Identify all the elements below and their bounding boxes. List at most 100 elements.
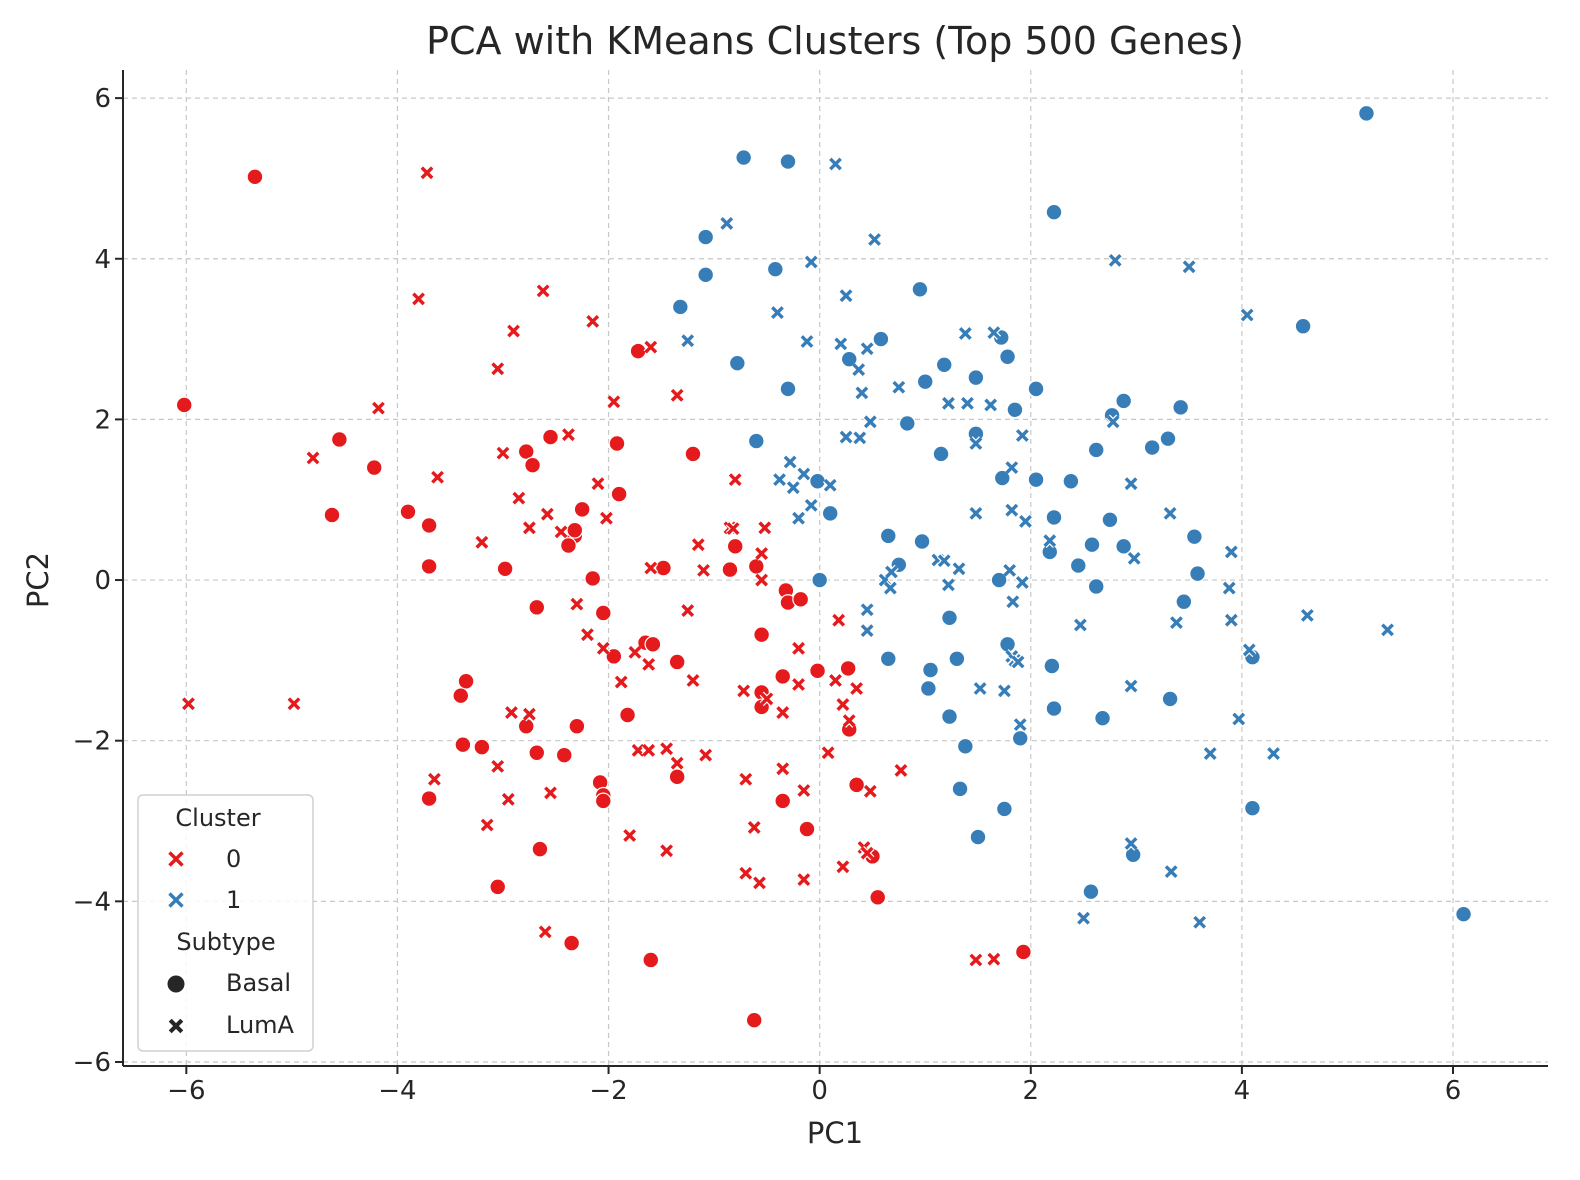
point-cluster-1-basal [932, 445, 950, 463]
point-cluster-0-luma [727, 472, 743, 487]
point-cluster-1-luma [770, 305, 785, 320]
point-cluster-1-luma [1005, 594, 1021, 609]
point-cluster-1-luma [951, 561, 967, 577]
point-cluster-1-basal [671, 298, 689, 316]
point-cluster-1-luma [960, 396, 975, 411]
point-cluster-1-basal [879, 650, 897, 668]
y-tick-label: −6 [73, 1048, 111, 1078]
point-cluster-0-luma [738, 771, 754, 787]
point-cluster-0-basal [175, 396, 193, 414]
point-cluster-1-basal [999, 635, 1016, 653]
point-cluster-1-luma [968, 506, 984, 521]
point-cluster-1-basal [879, 527, 897, 545]
point-cluster-0-basal [528, 744, 546, 762]
point-cluster-1-luma [997, 683, 1012, 699]
point-cluster-1-basal [728, 354, 746, 372]
point-cluster-0-luma [669, 388, 685, 403]
point-cluster-0-basal [792, 590, 810, 608]
point-cluster-0-basal [848, 776, 866, 794]
point-cluster-1-luma [786, 480, 801, 495]
point-cluster-0-basal [839, 660, 857, 677]
point-cluster-1-luma [1073, 617, 1088, 633]
legend: Cluster 0 1 Subtype Basal LumA [137, 794, 314, 1052]
point-cluster-1-basal [913, 533, 931, 550]
point-cluster-1-basal [809, 472, 826, 490]
point-cluster-0-luma [863, 784, 878, 799]
point-cluster-0-luma [522, 706, 537, 722]
point-cluster-0-luma [746, 820, 762, 835]
legend-item-cluster-1: 1 [167, 886, 241, 914]
point-cluster-0-basal [747, 557, 765, 575]
legend-label-basal: Basal [226, 969, 291, 997]
point-cluster-1-basal [995, 800, 1013, 818]
point-cluster-1-luma [852, 430, 868, 446]
point-cluster-1-luma [782, 454, 798, 470]
point-cluster-0-luma [495, 445, 511, 461]
y-tick-label: 0 [94, 566, 111, 596]
legend-marker-cluster-0 [167, 850, 185, 868]
legend-item-luma: LumA [167, 1011, 295, 1039]
point-cluster-1-basal [1455, 905, 1472, 923]
point-cluster-0-luma [622, 828, 637, 843]
point-cluster-0-basal [745, 1011, 763, 1029]
point-cluster-1-basal [1027, 380, 1045, 398]
x-tick-label: 6 [1445, 1076, 1462, 1106]
point-cluster-0-luma [599, 510, 614, 526]
point-cluster-1-luma [822, 478, 838, 493]
point-cluster-1-basal [1094, 709, 1111, 727]
point-cluster-1-luma [986, 325, 1002, 340]
legend-hue-title: Cluster [175, 804, 260, 832]
point-cluster-0-luma [736, 683, 751, 699]
point-cluster-1-basal [935, 356, 953, 374]
point-cluster-0-basal [457, 672, 475, 690]
point-cluster-0-luma [501, 792, 516, 807]
point-cluster-0-basal [668, 768, 686, 786]
point-cluster-0-basal [629, 342, 647, 360]
point-cluster-0-luma [535, 283, 551, 299]
point-cluster-0-basal [668, 653, 686, 671]
point-cluster-1-basal [1172, 398, 1190, 416]
legend-style-title: Subtype [176, 928, 275, 956]
point-cluster-0-luma [643, 560, 659, 576]
x-axis-label: PC1 [807, 1116, 863, 1150]
point-cluster-0-luma [796, 783, 812, 798]
point-cluster-1-luma [1123, 678, 1139, 694]
axes [115, 70, 1548, 1074]
point-cluster-1-luma [1231, 711, 1246, 727]
point-cluster-0-luma [427, 771, 442, 787]
point-cluster-1-basal [919, 680, 937, 697]
point-cluster-0-luma [474, 535, 490, 550]
point-cluster-0-luma [849, 681, 864, 696]
point-cluster-0-basal [473, 738, 491, 756]
point-cluster-0-luma [585, 314, 600, 329]
point-cluster-1-basal [697, 266, 715, 284]
point-cluster-1-basal [1041, 543, 1059, 561]
point-cluster-0-basal [644, 635, 662, 653]
point-cluster-0-luma [775, 705, 790, 720]
point-cluster-1-luma [941, 577, 956, 593]
point-cluster-0-luma [613, 674, 629, 690]
point-cluster-1-basal [872, 330, 890, 348]
point-cluster-1-luma [1107, 253, 1123, 268]
point-cluster-0-luma [659, 741, 674, 756]
point-cluster-1-basal [747, 432, 765, 450]
point-cluster-1-luma [883, 580, 898, 596]
point-cluster-0-luma [596, 641, 611, 656]
point-cluster-0-basal [594, 792, 612, 810]
point-cluster-1-basal [916, 373, 934, 391]
y-tick-label: −4 [73, 887, 111, 917]
point-cluster-1-basal [967, 369, 985, 387]
point-cluster-0-luma [754, 546, 769, 561]
grid-lines [123, 70, 1548, 1066]
point-cluster-0-luma [859, 845, 875, 861]
point-cluster-0-luma [669, 755, 685, 771]
chart-title: PCA with KMeans Clusters (Top 500 Genes) [426, 19, 1244, 63]
point-cluster-1-basal [922, 661, 939, 679]
tick-labels: −6 −4 −2 0 2 4 6 −6 −4 −2 0 2 4 6 [73, 84, 1462, 1106]
point-cluster-1-basal [1043, 657, 1061, 675]
point-cluster-1-basal [956, 737, 974, 755]
point-cluster-1-luma [859, 623, 875, 638]
point-cluster-1-basal [1062, 472, 1080, 490]
x-tick-label: 4 [1234, 1076, 1251, 1106]
legend-marker-basal [167, 975, 185, 993]
